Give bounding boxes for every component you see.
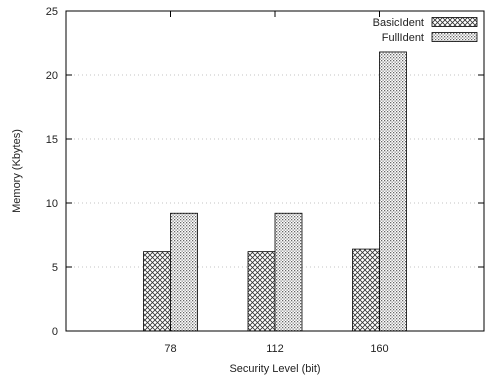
legend-label-basicident: BasicIdent [373, 17, 424, 29]
x-tick-label-112: 112 [266, 343, 284, 355]
y-tick-label-10: 10 [46, 198, 58, 210]
bar-fullident-112 [274, 212, 303, 332]
legend-swatch-fullident [431, 32, 478, 42]
legend: BasicIdent FullIdent [373, 17, 478, 44]
bar-basicident-112 [247, 251, 276, 332]
y-tick-label-5: 5 [52, 262, 58, 274]
y-tick-label-0: 0 [52, 326, 58, 338]
y-tick-label-15: 15 [46, 134, 58, 146]
axis-ticks: 0 5 10 15 20 25 78 112 160 [46, 6, 484, 355]
bar-fullident-160 [379, 51, 407, 332]
bar-fullident-78 [170, 212, 198, 332]
y-axis-label: Memory (Kbytes) [11, 129, 23, 213]
bar-basicident-160 [352, 248, 380, 332]
x-tick-label-78: 78 [164, 343, 176, 355]
legend-swatch-basicident [431, 17, 478, 27]
y-tick-label-20: 20 [46, 70, 58, 82]
x-tick-label-160: 160 [370, 343, 388, 355]
bars [143, 51, 407, 332]
y-tick-label-25: 25 [46, 6, 58, 18]
bar-basicident-78 [143, 251, 171, 332]
legend-label-fullident: FullIdent [382, 32, 424, 44]
x-axis-label: Security Level (bit) [229, 363, 320, 375]
